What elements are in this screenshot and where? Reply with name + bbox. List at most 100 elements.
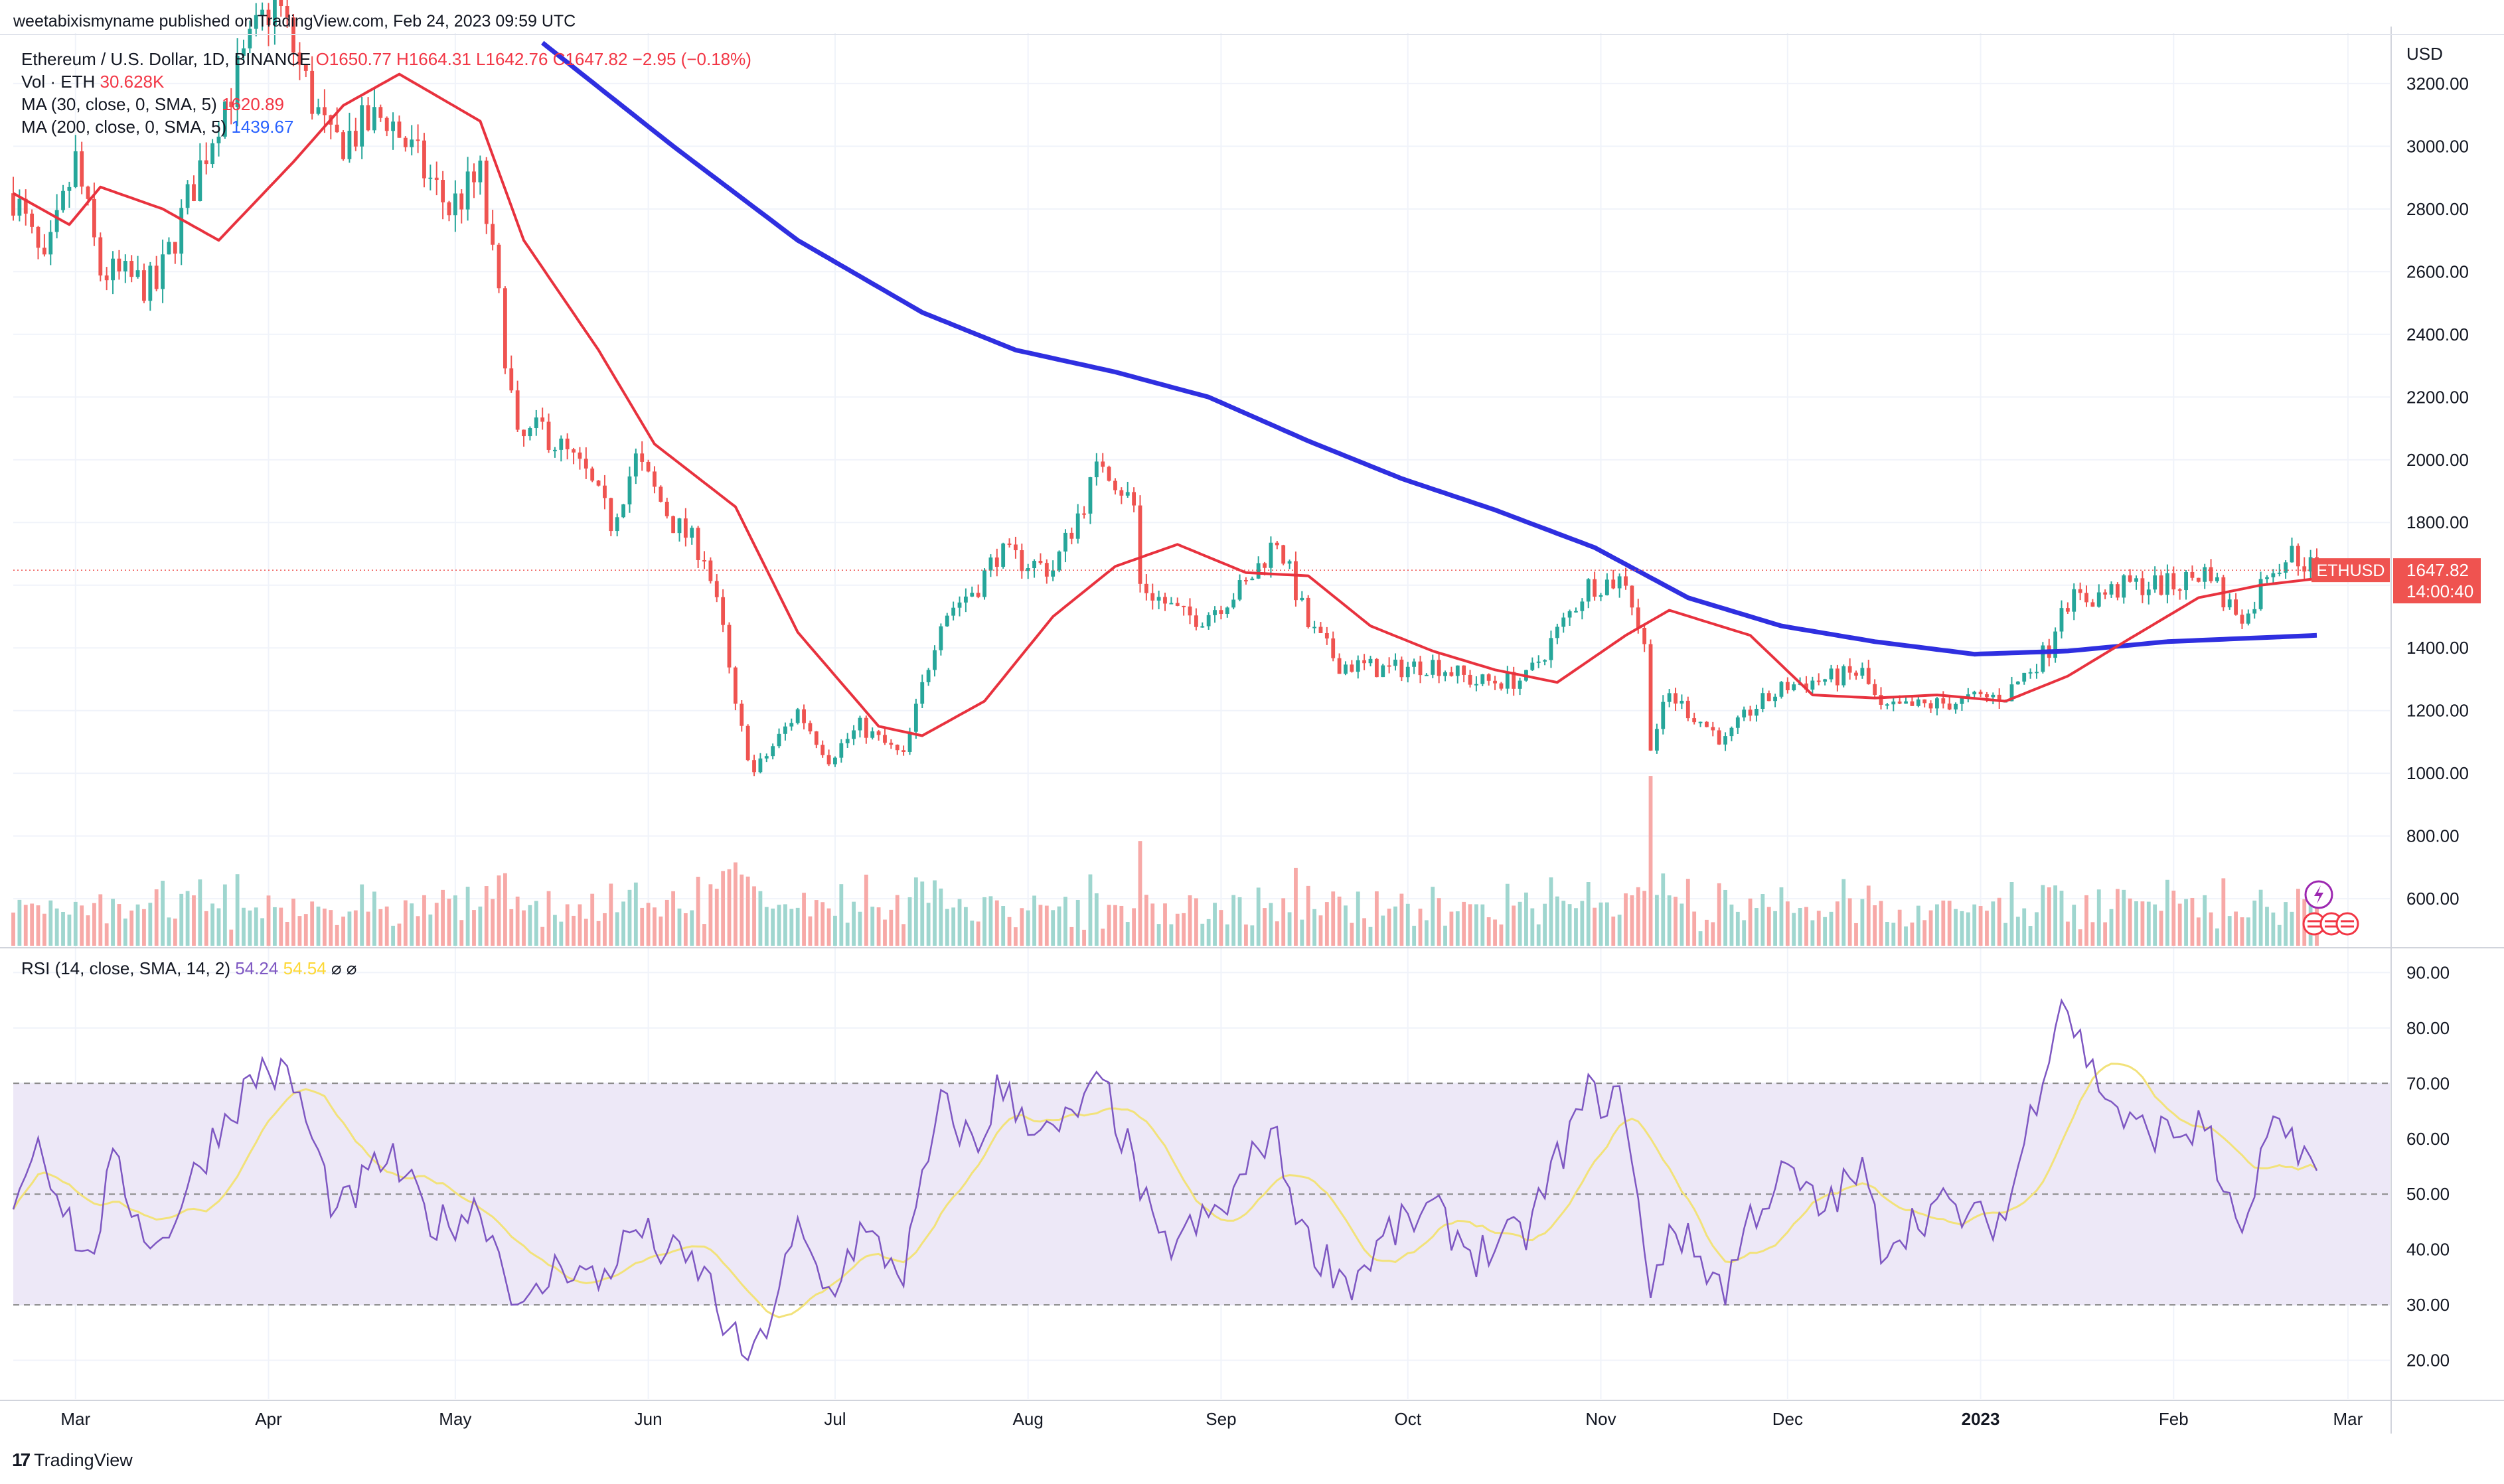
rsi-legend[interactable]: RSI (14, close, SMA, 14, 2) 54.24 54.54 … bbox=[21, 958, 356, 979]
volume-bar bbox=[1462, 901, 1466, 946]
volume-bar bbox=[1766, 907, 1771, 946]
candle-body bbox=[2284, 562, 2288, 573]
volume-bar bbox=[2109, 909, 2114, 946]
volume-bar bbox=[795, 907, 800, 946]
candle-body bbox=[1499, 683, 1504, 689]
candle-body bbox=[434, 177, 439, 181]
candle-body bbox=[901, 750, 906, 752]
candle-body bbox=[565, 438, 570, 449]
volume-bar bbox=[1779, 887, 1784, 946]
volume-bar bbox=[1685, 879, 1690, 946]
candle-body bbox=[677, 518, 682, 534]
legend-ma30-row[interactable]: MA (30, close, 0, SMA, 5) 1620.89 bbox=[21, 93, 751, 115]
volume-bar bbox=[1810, 920, 1815, 946]
volume-bar bbox=[1711, 922, 1715, 946]
candle-body bbox=[721, 597, 726, 625]
volume-bar bbox=[2053, 885, 2058, 946]
volume-bar bbox=[2122, 889, 2126, 946]
candle-body bbox=[1985, 694, 1989, 698]
legend-symbol-row[interactable]: Ethereum / U.S. Dollar, 1D, BINANCE O165… bbox=[21, 48, 751, 70]
candle-body bbox=[522, 429, 526, 437]
volume-bar bbox=[1256, 887, 1261, 946]
candle-body bbox=[1810, 680, 1815, 690]
candle-body bbox=[323, 107, 327, 115]
time-tick-label: May bbox=[439, 1409, 471, 1429]
volume-bar bbox=[982, 897, 986, 946]
candle-body bbox=[1561, 617, 1566, 627]
volume-bar bbox=[222, 884, 227, 946]
volume-bar bbox=[434, 903, 439, 946]
price-label: 1647.82 bbox=[2406, 560, 2469, 580]
candle-body bbox=[1692, 718, 1697, 723]
candle-body bbox=[503, 288, 507, 369]
candle-body bbox=[646, 461, 651, 472]
volume-bar bbox=[2290, 911, 2294, 946]
candle-body bbox=[98, 237, 103, 276]
legend-ma200-value: 1439.67 bbox=[231, 117, 294, 137]
candle-body bbox=[1928, 703, 1933, 709]
candle-body bbox=[1885, 704, 1889, 706]
volume-bar bbox=[1088, 874, 1093, 946]
volume-bar bbox=[1194, 898, 1198, 946]
volume-bar bbox=[821, 902, 825, 946]
volume-bar bbox=[1368, 927, 1373, 946]
volume-bar bbox=[714, 889, 719, 946]
candle-body bbox=[2065, 608, 2070, 612]
candle-body bbox=[167, 242, 171, 255]
candle-body bbox=[1536, 661, 1541, 663]
volume-bar bbox=[1935, 904, 1939, 946]
volume-bar bbox=[173, 919, 177, 946]
candle-body bbox=[2215, 577, 2219, 581]
volume-bar bbox=[528, 905, 532, 946]
legend-ma200-row[interactable]: MA (200, close, 0, SMA, 5) 1439.67 bbox=[21, 115, 751, 138]
volume-bar bbox=[1455, 911, 1460, 946]
candle-body bbox=[441, 180, 445, 202]
volume-bar bbox=[920, 881, 925, 946]
rsi-visibility-icons[interactable]: ⌀ ⌀ bbox=[331, 958, 357, 978]
volume-bar bbox=[988, 896, 993, 946]
volume-bar bbox=[1300, 919, 1304, 946]
volume-bar bbox=[123, 919, 127, 946]
price-tick-label: 2800.00 bbox=[2406, 199, 2469, 219]
volume-bar bbox=[111, 899, 115, 946]
candle-body bbox=[2115, 584, 2120, 598]
volume-bar bbox=[1057, 906, 1061, 946]
legend-volume-row[interactable]: Vol · ETH 30.628K bbox=[21, 70, 751, 93]
volume-bar bbox=[397, 923, 402, 946]
candle-body bbox=[858, 717, 862, 731]
volume-bar bbox=[1954, 909, 1958, 946]
volume-bar bbox=[515, 896, 520, 946]
time-tick-label: Jul bbox=[824, 1409, 846, 1429]
candle-body bbox=[833, 757, 837, 765]
volume-bar bbox=[609, 883, 613, 946]
candle-body bbox=[391, 121, 395, 131]
volume-bar bbox=[1742, 920, 1747, 946]
candle-body bbox=[2271, 573, 2276, 577]
candle-body bbox=[1156, 597, 1161, 601]
candle-body bbox=[135, 270, 140, 277]
volume-bar bbox=[901, 924, 906, 946]
volume-bar bbox=[2146, 901, 2151, 946]
candle-body bbox=[1792, 684, 1796, 691]
volume-bar bbox=[1244, 924, 1248, 946]
candle-body bbox=[1742, 709, 1747, 717]
candle-body bbox=[422, 140, 426, 179]
candle-body bbox=[316, 107, 321, 114]
candle-body bbox=[1685, 700, 1690, 719]
volume-bar bbox=[534, 901, 538, 946]
volume-bar bbox=[1705, 919, 1709, 946]
volume-bar bbox=[1667, 895, 1672, 946]
candle-body bbox=[1654, 729, 1659, 751]
candle-body bbox=[1256, 563, 1261, 579]
candle-body bbox=[1275, 542, 1279, 546]
candle-body bbox=[1188, 606, 1192, 616]
tradingview-brand[interactable]: 17 TradingView bbox=[12, 1449, 133, 1471]
price-tick-label: 2000.00 bbox=[2406, 450, 2469, 470]
candle-body bbox=[758, 758, 763, 773]
volume-bar bbox=[1885, 922, 1889, 946]
volume-bar bbox=[491, 899, 495, 946]
candle-body bbox=[1680, 700, 1684, 704]
volume-bar bbox=[1206, 919, 1211, 946]
candle-body bbox=[104, 275, 109, 281]
